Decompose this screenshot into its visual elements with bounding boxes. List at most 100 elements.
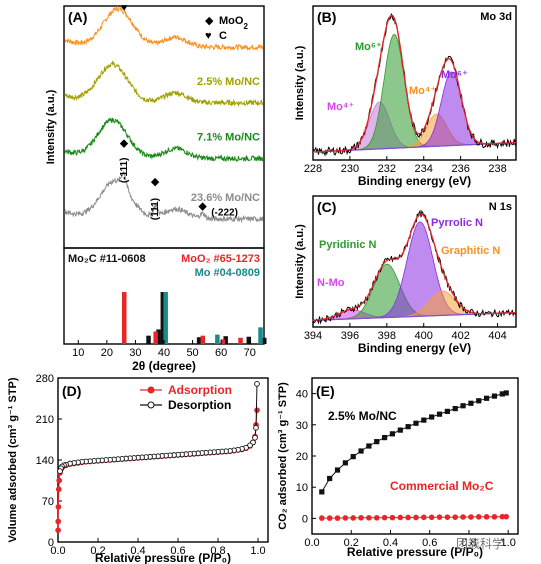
series-label: Commercial Mo₂C — [390, 479, 494, 493]
x-tick-label: 60 — [215, 347, 227, 359]
co2-point — [503, 513, 510, 520]
y-tick-label: 20 — [296, 451, 308, 463]
panel-c: (C) N 1s N-Mo Pyridinic N Pyrrolic N Graphiti… — [294, 195, 517, 355]
y-tick-label: 280 — [36, 373, 54, 385]
x-axis-label: Binding energy (eV) — [358, 341, 471, 355]
series-label: 2.5% Mo/NC — [197, 76, 260, 88]
panel-e-frame — [311, 377, 519, 535]
x-tick-label: 396 — [341, 330, 359, 342]
co2-point — [460, 403, 466, 409]
co2-point — [476, 398, 482, 404]
isotherm-point — [56, 477, 63, 484]
co2-point — [381, 434, 388, 441]
peak-label: (111) — [150, 198, 161, 220]
x-tick-label: 40 — [158, 347, 170, 359]
co2-point — [342, 460, 348, 466]
co2-point — [421, 417, 427, 423]
co2-point — [436, 514, 443, 520]
co2-point — [413, 514, 419, 521]
panel-label: (D) — [62, 383, 81, 399]
component-label: Mo⁴⁺ — [327, 101, 354, 113]
xps-frame — [312, 195, 517, 328]
legend-label: Desorption — [168, 398, 231, 412]
isotherm-point — [57, 468, 63, 474]
x-tick-label: 402 — [451, 330, 469, 342]
x-tick-label: 1.0 — [501, 537, 516, 549]
legend-text: C — [219, 30, 227, 42]
component-peak — [313, 221, 516, 321]
x-tick-label: 0.4 — [130, 545, 145, 557]
ref-line — [153, 331, 158, 344]
co2-point — [373, 514, 380, 521]
legend-marker — [147, 401, 155, 409]
co2-point — [334, 467, 341, 473]
legend-text-main: MoO — [219, 15, 244, 27]
peak-label: (-111) — [119, 158, 130, 184]
component-label: Pyridinic N — [319, 239, 377, 251]
panel-label: (C) — [317, 199, 336, 215]
panel-e: (E) 0 10 20 30 40 0.0 0.2 0.4 0.6 0.8 1.0 2.5% Mo/NC… — [277, 377, 519, 559]
legend-symbol: ♥ — [205, 30, 212, 42]
co2-point — [460, 514, 466, 520]
isotherm-point — [254, 381, 260, 387]
x-tick-label: 70 — [244, 347, 256, 359]
peak-marker: ◆ — [198, 200, 207, 212]
co2-point — [374, 439, 380, 445]
ref-line — [215, 334, 220, 344]
co2-point — [319, 515, 325, 521]
x-tick-label: 400 — [415, 330, 433, 342]
co2-point — [484, 395, 490, 401]
component-label: Graphitic N — [441, 245, 500, 257]
fit-envelope — [312, 14, 516, 153]
xps-frame — [312, 5, 517, 161]
y-tick-label: 70 — [42, 496, 54, 508]
component-label: Mo⁶⁺ — [441, 69, 468, 81]
panel-label: (E) — [316, 383, 335, 399]
component-label: N-Mo — [317, 277, 345, 289]
x-tick-label: 30 — [129, 347, 141, 359]
legend-label: Adsorption — [168, 383, 232, 397]
x-tick-label: 10 — [72, 347, 84, 359]
isotherm-point — [252, 434, 258, 441]
co2-point — [468, 400, 474, 406]
x-tick-label: 0.4 — [383, 537, 398, 549]
x-tick-label: 0.6 — [170, 545, 185, 557]
co2-point — [366, 514, 372, 521]
co2-point — [499, 391, 505, 397]
x-tick-label: 0.2 — [344, 537, 359, 549]
x-axis-label: 2θ (degree) — [132, 359, 196, 373]
co2-point — [429, 414, 435, 420]
ref-line — [163, 292, 168, 344]
panel-title: N 1s — [489, 201, 512, 213]
co2-point — [397, 427, 403, 433]
series-label: NC — [244, 0, 260, 2]
xrd-curve — [64, 117, 264, 163]
x-tick-label: 1.0 — [250, 545, 265, 557]
x-tick-label: 394 — [304, 330, 322, 342]
co2-point — [452, 405, 458, 412]
ref-line — [262, 337, 267, 344]
ref-line — [258, 327, 263, 344]
co2-point — [397, 514, 404, 521]
co2-point — [428, 514, 435, 521]
x-tick-label: 0.6 — [422, 537, 437, 549]
co2-point — [475, 514, 482, 520]
co2-point — [491, 514, 498, 520]
y-axis-label: Intensity (a.u.) — [294, 224, 306, 299]
isotherm-line — [57, 410, 258, 531]
x-tick-label: 398 — [378, 330, 396, 342]
component-label: Pyrrolic N — [431, 217, 483, 229]
ref-card-label: Mo #04-0809 — [195, 267, 260, 279]
y-axis-label: CO₂ adsorbed (cm³ g⁻¹ STP) — [277, 382, 289, 530]
ref-line — [160, 292, 166, 344]
co2-point — [503, 390, 509, 396]
isotherm-point — [55, 527, 61, 534]
x-tick-label: 0.8 — [461, 537, 476, 549]
panel-b: (B) Mo 3d Mo⁴⁺ Mo⁶⁺ Mo⁴⁺ Mo⁶⁺ 228 230 232 234 236 2… — [294, 5, 517, 188]
y-axis-label: Intensity (a.u.) — [45, 89, 57, 164]
ref-line — [200, 335, 206, 344]
watermark-text: 团簇科学 — [456, 536, 504, 551]
co2-point — [444, 408, 450, 414]
peak-marker: ♥ — [121, 2, 128, 14]
x-axis-label: Relative pressure (P/P₀) — [95, 551, 231, 564]
